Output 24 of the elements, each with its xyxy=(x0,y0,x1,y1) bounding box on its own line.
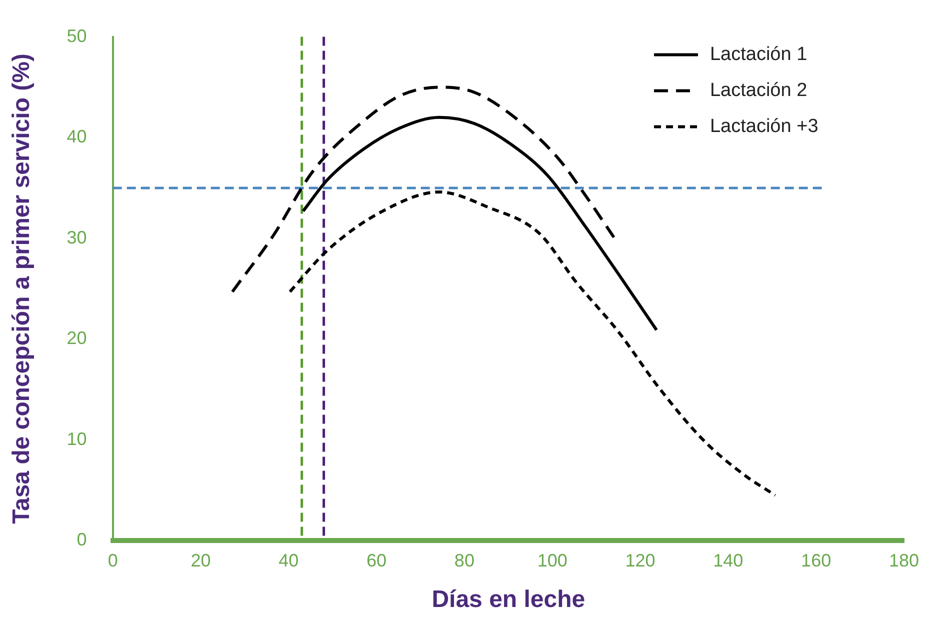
x-tick-label: 100 xyxy=(537,550,568,570)
y-tick-label: 30 xyxy=(66,227,87,248)
x-tick-label: 20 xyxy=(190,550,211,570)
x-tick-label: 80 xyxy=(454,550,474,570)
x-tick-label: 180 xyxy=(888,550,920,570)
x-tick-label: 140 xyxy=(713,550,744,570)
legend-label: Lactación 2 xyxy=(710,80,808,102)
y-tick-label: 50 xyxy=(66,26,87,46)
x-axis-title: Días en leche xyxy=(432,586,586,614)
legend-label: Lactación 1 xyxy=(710,44,808,66)
x-tick-label: 60 xyxy=(366,550,387,570)
line-series xyxy=(288,190,777,497)
y-tick-label: 10 xyxy=(66,428,87,449)
x-tick-label: 120 xyxy=(625,550,656,570)
line-series xyxy=(230,86,616,294)
x-tick-label: 40 xyxy=(278,550,299,570)
legend-label: Lactación +3 xyxy=(710,116,818,138)
y-tick-label: 40 xyxy=(66,126,87,147)
y-tick-label: 20 xyxy=(66,328,87,348)
y-tick-label: 0 xyxy=(76,530,87,550)
x-tick-label: 0 xyxy=(108,550,118,570)
line-series xyxy=(302,116,658,332)
y-axis-title: Tasa de concepción a primer servicio (%) xyxy=(8,54,36,524)
x-tick-label: 160 xyxy=(801,550,832,570)
